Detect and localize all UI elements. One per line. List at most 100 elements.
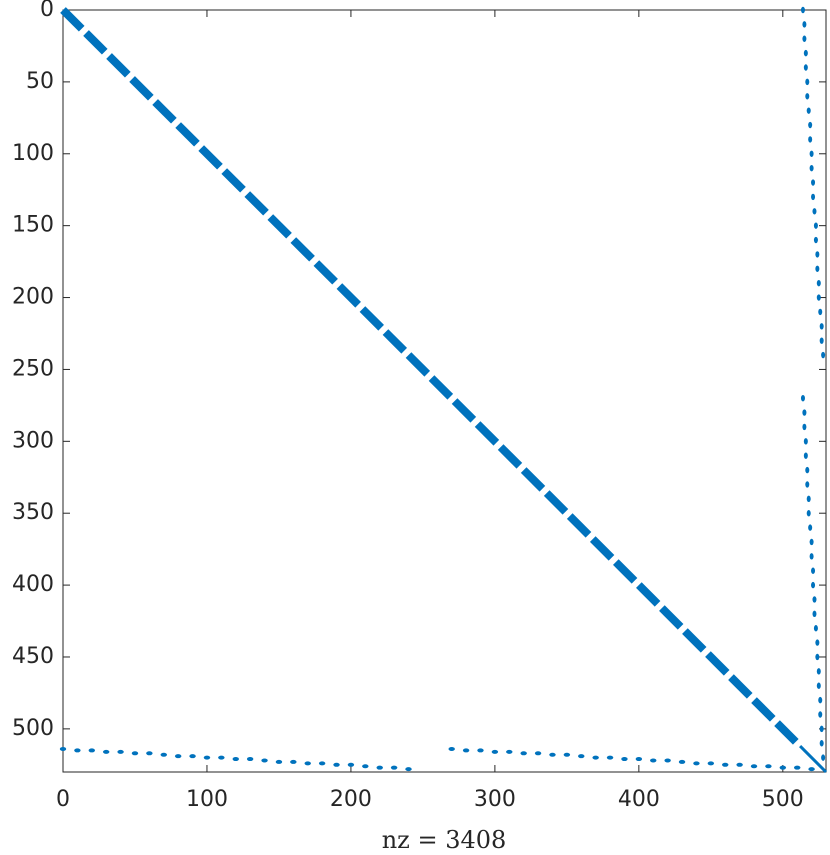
- nonzero-point: [59, 746, 67, 751]
- nonzero-point: [803, 64, 808, 71]
- diagonal-block: [705, 651, 730, 676]
- diagonal-block: [152, 99, 177, 124]
- nonzero-point: [815, 639, 820, 646]
- nonzero-point: [815, 653, 820, 661]
- nonzero-point: [131, 751, 139, 756]
- nonzero-point: [290, 759, 297, 764]
- nonzero-point: [520, 751, 527, 756]
- diagonal-block: [175, 122, 200, 147]
- diagonal-block: [751, 697, 776, 722]
- nonzero-point: [821, 754, 826, 761]
- nonzero-point: [805, 466, 810, 474]
- nonzero-point: [347, 762, 355, 767]
- x-tick-label: 100: [186, 787, 228, 812]
- nonzero-point: [818, 711, 823, 718]
- nonzero-point: [803, 49, 808, 57]
- diagonal-block: [83, 30, 108, 55]
- diagonal-block: [520, 467, 546, 492]
- diagonal-block: [336, 283, 361, 308]
- nonzero-point: [821, 351, 826, 359]
- nonzero-point: [809, 150, 814, 157]
- nonzero-point: [794, 765, 801, 770]
- nonzero-point: [750, 764, 758, 769]
- nonzero-point: [809, 553, 814, 560]
- diagonal-block: [244, 191, 269, 216]
- nonzero-point: [816, 294, 821, 301]
- nonzero-point: [736, 762, 743, 767]
- nonzero-point: [405, 767, 412, 772]
- nonzero-point: [462, 748, 470, 753]
- nonzero-point: [802, 21, 807, 28]
- diagonal-block: [267, 214, 292, 239]
- nonzero-point: [275, 759, 283, 764]
- diagonal-block: [221, 168, 246, 193]
- nonzero-point: [477, 748, 484, 753]
- nonzero-point: [578, 754, 585, 759]
- nonzero-point: [333, 762, 340, 767]
- nonzero-point: [803, 452, 808, 459]
- nonzero-point: [805, 78, 810, 86]
- nonzero-point: [189, 754, 196, 759]
- y-tick-label: 300: [12, 428, 54, 453]
- diagonal-block: [382, 329, 408, 354]
- nonzero-point: [779, 765, 787, 770]
- nonzero-point: [802, 423, 807, 431]
- nonzero-point: [818, 308, 823, 316]
- diagonal-block: [405, 352, 431, 377]
- nonzero-point: [218, 755, 225, 760]
- nonzero-point: [809, 164, 814, 172]
- nonzero-point: [813, 222, 818, 229]
- nonzero-point: [376, 765, 383, 770]
- nonzero-point: [806, 495, 811, 503]
- nonzero-point: [362, 764, 369, 769]
- diagonal-block: [774, 720, 799, 745]
- nonzero-point: [563, 752, 571, 757]
- nonzero-point: [621, 757, 628, 762]
- nonzero-point: [261, 758, 268, 763]
- x-tick-label: 400: [618, 787, 660, 812]
- nonzero-point: [592, 755, 599, 760]
- nonzero-point: [811, 179, 816, 186]
- diagonal-block: [682, 628, 707, 653]
- nonzero-point: [117, 749, 124, 754]
- x-tick-label: 500: [762, 787, 804, 812]
- nonzero-point: [765, 764, 772, 769]
- diagonal-block: [799, 745, 828, 774]
- nonzero-point: [812, 596, 817, 603]
- nonzero-point: [819, 725, 824, 733]
- nonzero-point: [816, 279, 821, 287]
- y-tick-label: 400: [12, 572, 54, 597]
- nonzero-point: [806, 510, 811, 517]
- diagonal-block: [290, 237, 315, 262]
- nonzero-point: [606, 755, 614, 760]
- nonzero-point: [805, 481, 810, 488]
- y-tick-label: 150: [12, 213, 54, 238]
- diagonal-block: [474, 421, 500, 446]
- nonzero-point: [693, 761, 700, 766]
- nonzero-point: [809, 538, 814, 546]
- nonzero-point: [813, 625, 818, 632]
- y-tick-label: 250: [12, 356, 54, 381]
- nonzero-point: [805, 93, 810, 100]
- nonzero-point: [232, 757, 239, 762]
- nonzero-point: [808, 121, 813, 129]
- diagonal-block: [198, 145, 223, 170]
- nonzero-point: [722, 762, 729, 767]
- nonzero-point: [818, 696, 823, 704]
- diagonal-block: [566, 513, 592, 538]
- nonzero-point: [203, 755, 211, 760]
- nonzero-point: [390, 765, 398, 770]
- diagonal-block: [451, 398, 477, 423]
- nonzero-point: [246, 757, 254, 762]
- diagonal-block: [106, 53, 131, 78]
- diagonal-block: [497, 444, 523, 469]
- y-tick-label: 0: [40, 0, 54, 22]
- nonzero-point: [802, 35, 807, 42]
- nonzero-point: [318, 761, 326, 766]
- nonzero-point: [812, 610, 817, 618]
- diagonal-block: [428, 375, 454, 400]
- nonzero-point: [819, 337, 824, 344]
- nonzero-point: [813, 236, 818, 244]
- diagonal-block: [129, 76, 154, 101]
